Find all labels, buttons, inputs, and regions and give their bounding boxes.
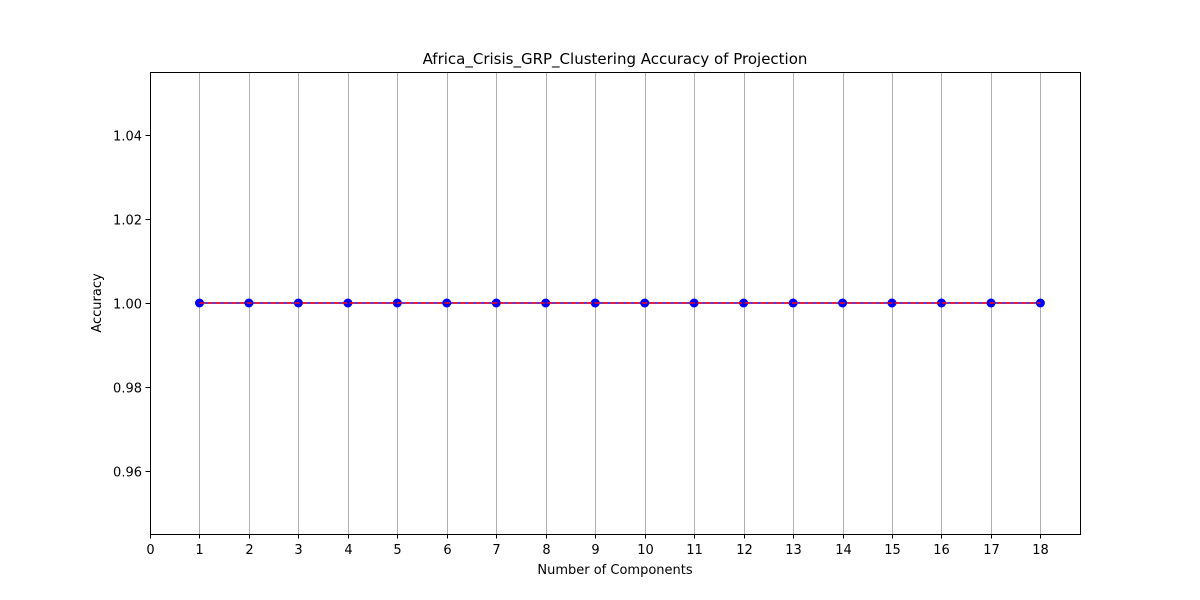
x-tick-label: 1 [195, 543, 203, 558]
x-axis: 0 1 2 3 4 5 6 7 8 9 10 11 12 13 14 15 16 17 18 [146, 534, 1049, 558]
series-layer [195, 298, 1045, 308]
data-point [541, 298, 551, 308]
y-tick-label: 1.00 [113, 298, 142, 313]
plot-area-frame [150, 72, 1081, 535]
x-tick-label: 17 [983, 543, 1000, 558]
x-tick-label: 15 [884, 543, 901, 558]
y-axis-label: Accuracy [90, 273, 105, 333]
data-point [343, 298, 353, 308]
x-tick-label: 16 [933, 543, 950, 558]
chart-title: Africa_Crisis_GRP_Clustering Accuracy of… [423, 50, 808, 69]
y-tick-label: 0.98 [113, 382, 142, 397]
x-tick-label: 14 [835, 543, 852, 558]
x-tick-label: 2 [245, 543, 253, 558]
x-tick-label: 12 [736, 543, 753, 558]
x-tick-label: 18 [1032, 543, 1049, 558]
y-tick-label: 1.04 [113, 130, 142, 145]
y-tick-label: 0.96 [113, 466, 142, 481]
x-tick-label: 11 [686, 543, 703, 558]
x-tick-label: 7 [492, 543, 500, 558]
x-tick-label: 9 [591, 543, 599, 558]
x-tick-label: 5 [393, 543, 401, 558]
x-tick-label: 4 [344, 543, 352, 558]
y-tick-label: 1.02 [113, 214, 142, 229]
x-axis-label: Number of Components [537, 563, 692, 578]
y-axis: 0.96 0.98 1.00 1.02 1.04 [113, 130, 150, 481]
x-tick-label: 0 [146, 543, 154, 558]
x-tick-label: 10 [637, 543, 654, 558]
x-tick-label: 8 [542, 543, 550, 558]
x-tick-label: 3 [294, 543, 302, 558]
data-point [739, 298, 749, 308]
x-tick-label: 6 [443, 543, 451, 558]
data-point [937, 298, 946, 308]
x-tick-label: 13 [785, 543, 802, 558]
